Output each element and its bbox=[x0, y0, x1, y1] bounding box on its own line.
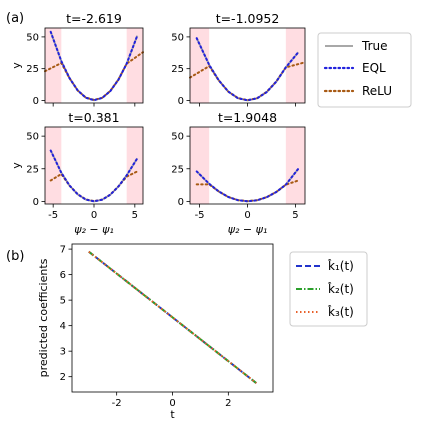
x-tick-label: 2 bbox=[225, 398, 231, 409]
y-tick-label: 5 bbox=[60, 296, 66, 307]
legend-relu-label: ReLU bbox=[362, 84, 392, 98]
y-tick-label: 0 bbox=[178, 96, 184, 107]
y-axis-label: y bbox=[10, 62, 23, 69]
y-tick-label: 50 bbox=[171, 32, 184, 43]
eql-curve bbox=[49, 149, 139, 203]
subplot-title: t=-1.0952 bbox=[216, 11, 280, 26]
y-tick-label: 6 bbox=[60, 270, 66, 281]
y-tick-label: 25 bbox=[171, 64, 184, 75]
legend-b-frame bbox=[289, 251, 368, 327]
legend-k2-label: k̂₂(t) bbox=[328, 282, 354, 296]
y-tick-label: 3 bbox=[60, 347, 66, 358]
x-tick-label: 5 bbox=[132, 210, 138, 221]
y-tick-label: 0 bbox=[33, 96, 39, 107]
legend-k3-label: k̂₃(t) bbox=[328, 305, 354, 319]
y-tick-label: 4 bbox=[60, 321, 66, 332]
x-axis-label: ψ₂ − ψ₁ bbox=[74, 223, 114, 236]
y-tick-label: 25 bbox=[171, 164, 184, 175]
x-tick-label: 0 bbox=[91, 210, 97, 221]
y-axis-label: y bbox=[10, 162, 23, 169]
legend-k1-label: k̂₁(t) bbox=[328, 259, 354, 273]
legend-true-label: True bbox=[361, 39, 388, 53]
y-tick-label: 0 bbox=[178, 197, 184, 208]
shaded-region-0 bbox=[45, 28, 62, 103]
panel-label-a: (a) bbox=[6, 11, 24, 26]
y-axis-label: predicted coefficients bbox=[37, 258, 50, 377]
x-tick-label: 0 bbox=[169, 398, 175, 409]
shaded-region-0 bbox=[190, 127, 210, 204]
shaded-region-0 bbox=[45, 127, 62, 204]
subplot-title: t=0.381 bbox=[68, 110, 119, 125]
x-tick-label: 5 bbox=[292, 210, 298, 221]
y-tick-label: 50 bbox=[26, 32, 39, 43]
y-tick-label: 7 bbox=[60, 245, 66, 256]
subplot-1: t=-2.619 0 25 50 y bbox=[10, 11, 144, 107]
legend-eql-label: EQL bbox=[362, 61, 386, 75]
legend-a: True EQL ReLU bbox=[317, 32, 412, 108]
x-tick-label: -5 bbox=[48, 210, 58, 221]
shaded-region-1 bbox=[126, 127, 143, 204]
true-curve bbox=[195, 168, 300, 203]
eql-curve bbox=[195, 37, 300, 102]
subplot-2: t=-1.0952 0 25 50 bbox=[171, 11, 306, 107]
y-tick-label: 25 bbox=[26, 164, 39, 175]
shaded-region-0 bbox=[190, 28, 210, 103]
x-tick-label: 0 bbox=[244, 210, 250, 221]
eql-curve bbox=[195, 167, 300, 203]
legend-b: k̂₁(t) k̂₂(t) k̂₃(t) bbox=[289, 251, 368, 327]
shaded-region-1 bbox=[126, 28, 143, 103]
panel-label-b: (b) bbox=[6, 249, 24, 264]
subplot-title: t=1.9048 bbox=[218, 110, 277, 125]
y-tick-label: 2 bbox=[60, 372, 66, 383]
shaded-region-1 bbox=[285, 127, 305, 204]
eql-curve bbox=[49, 30, 139, 102]
y-tick-label: 0 bbox=[33, 197, 39, 208]
coefficient-plot: 2 3 4 5 6 7 -2 0 2 t predicted coefficients bbox=[37, 243, 274, 421]
y-tick-label: 50 bbox=[171, 132, 184, 143]
shaded-region-1 bbox=[285, 28, 305, 103]
series-line-k3 bbox=[88, 250, 257, 384]
x-tick-label: -5 bbox=[195, 210, 205, 221]
y-tick-label: 25 bbox=[26, 64, 39, 75]
x-axis-label: ψ₂ − ψ₁ bbox=[228, 223, 268, 236]
subplot-title: t=-2.619 bbox=[66, 11, 122, 26]
relu-curve bbox=[195, 179, 300, 203]
x-axis-label: t bbox=[170, 408, 175, 421]
legend-a-frame bbox=[317, 32, 412, 108]
x-tick-label: -2 bbox=[112, 398, 122, 409]
y-tick-label: 50 bbox=[26, 132, 39, 143]
subplot-3: t=0.381 0 25 50 -5 0 5 y ψ₂ − ψ₁ bbox=[10, 110, 144, 236]
subplot-4: t=1.9048 0 25 50 -5 0 5 ψ₂ − ψ₁ bbox=[171, 110, 306, 236]
